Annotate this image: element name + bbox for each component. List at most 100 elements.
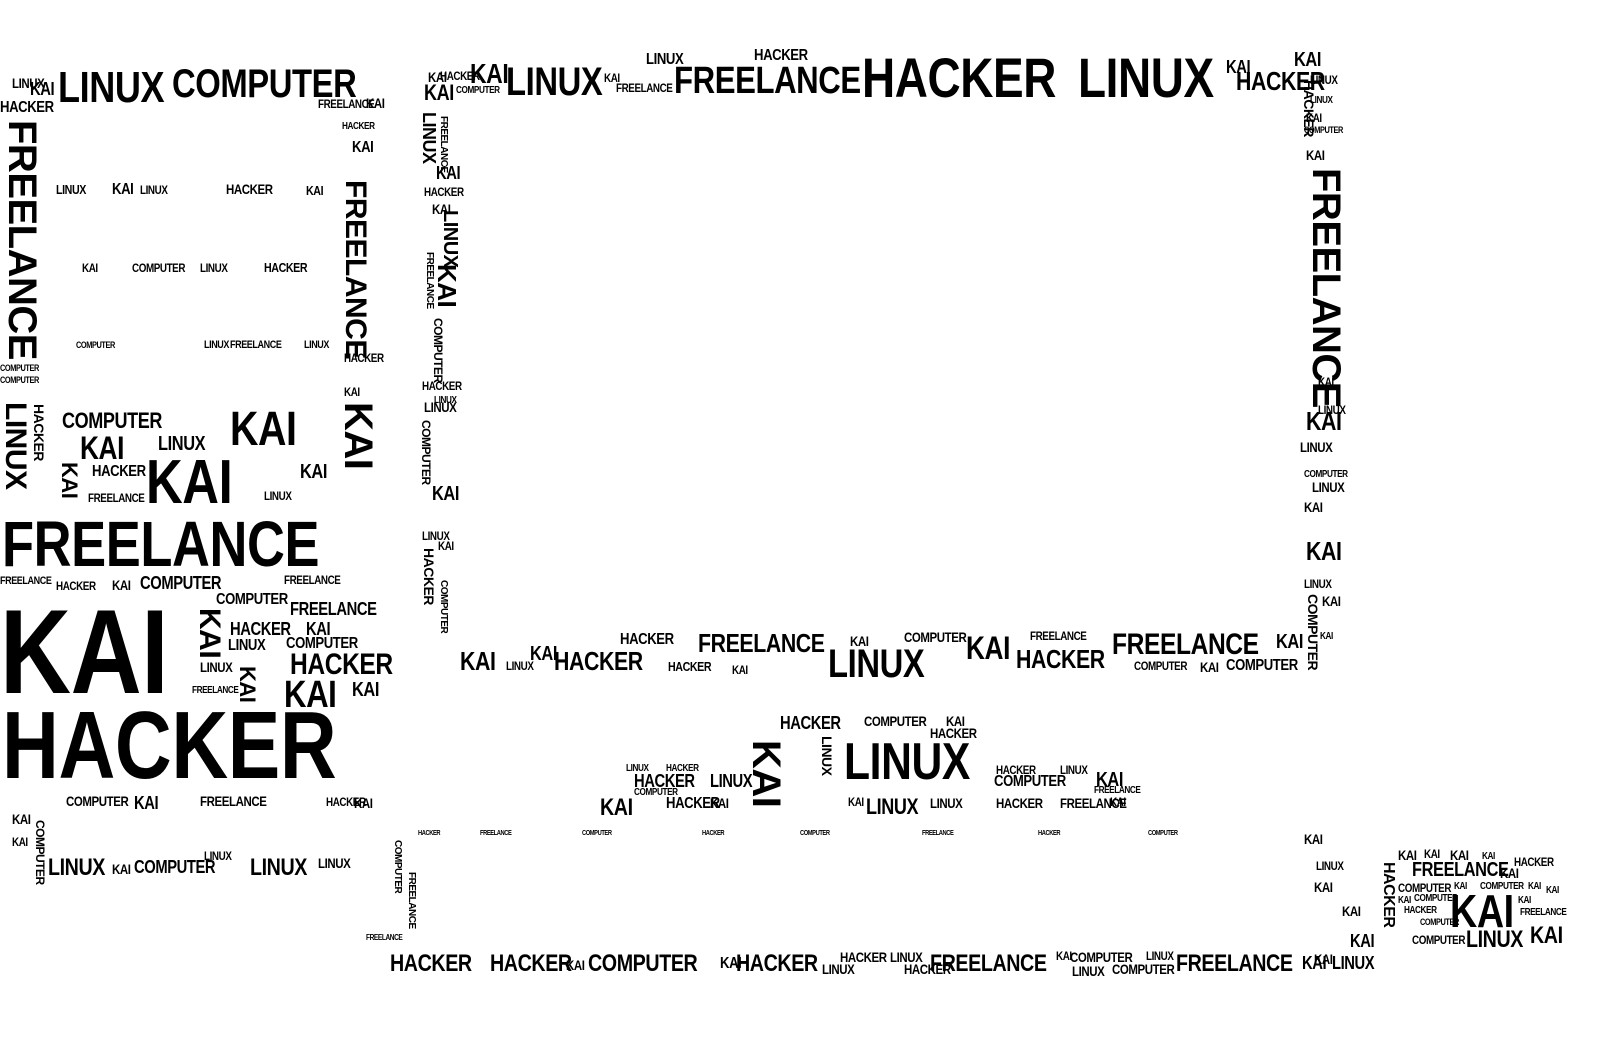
word-kai: KAI <box>1306 147 1325 163</box>
word-computer: COMPUTER <box>134 857 216 877</box>
word-hacker: HACKER <box>634 771 695 791</box>
word-computer-vertical: COMPUTER <box>419 420 433 485</box>
word-computer: COMPUTER <box>0 363 39 373</box>
word-hacker: HACKER <box>554 646 643 676</box>
word-linux: LINUX <box>56 182 86 197</box>
word-computer: COMPUTER <box>1148 830 1178 837</box>
word-linux: LINUX <box>506 659 534 673</box>
word-computer: COMPUTER <box>140 573 222 593</box>
word-computer-vertical: COMPUTER <box>1305 594 1321 671</box>
word-computer: COMPUTER <box>0 375 39 385</box>
word-kai: KAI <box>1398 895 1411 906</box>
word-kai: KAI <box>1424 847 1440 861</box>
word-linux: LINUX <box>204 849 232 863</box>
word-freelance-vertical: FREELANCE <box>424 252 435 309</box>
word-kai: KAI <box>1500 865 1519 881</box>
word-computer-vertical: COMPUTER <box>33 820 47 885</box>
word-computer: COMPUTER <box>1112 961 1175 977</box>
word-freelance: FREELANCE <box>284 573 341 587</box>
word-linux: LINUX <box>1304 577 1332 591</box>
word-linux: LINUX <box>434 395 457 406</box>
word-hacker: HACKER <box>930 725 977 741</box>
word-kai: KAI <box>1342 903 1361 919</box>
word-kai: KAI <box>306 183 324 198</box>
word-kai: KAI <box>424 80 454 105</box>
word-kai: KAI <box>0 585 169 719</box>
word-linux-vertical: LINUX <box>0 402 32 490</box>
word-kai: KAI <box>366 95 385 111</box>
word-hacker: HACKER <box>390 950 472 977</box>
word-freelance: FREELANCE <box>698 628 825 658</box>
word-kai: KAI <box>146 448 233 517</box>
word-linux: LINUX <box>264 489 292 503</box>
word-freelance-vertical: FREELANCE <box>438 116 449 173</box>
word-freelance: FREELANCE <box>1094 785 1141 796</box>
word-hacker: HACKER <box>264 260 308 275</box>
word-freelance-vertical: FREELANCE <box>339 180 372 359</box>
word-hacker: HACKER <box>904 961 951 977</box>
word-kai: KAI <box>112 861 131 877</box>
word-computer: COMPUTER <box>1412 933 1466 947</box>
word-kai: KAI <box>1350 931 1375 951</box>
word-kai: KAI <box>1318 375 1334 389</box>
word-freelance: FREELANCE <box>480 830 512 837</box>
word-linux: LINUX <box>844 733 970 791</box>
word-computer: COMPUTER <box>1134 659 1188 673</box>
word-kai: KAI <box>1314 951 1333 967</box>
word-hacker: HACKER <box>666 795 720 812</box>
word-kai: KAI <box>344 385 360 399</box>
word-linux: LINUX <box>422 529 450 543</box>
word-kai: KAI <box>1546 885 1559 896</box>
word-linux: LINUX <box>250 854 307 881</box>
word-computer: COMPUTER <box>1480 881 1524 892</box>
word-computer: COMPUTER <box>216 591 288 608</box>
word-hacker: HACKER <box>326 795 366 809</box>
word-linux: LINUX <box>1300 439 1333 455</box>
word-linux: LINUX <box>1312 479 1345 495</box>
word-kai: KAI <box>1294 49 1322 71</box>
word-computer: COMPUTER <box>1226 657 1298 674</box>
word-kai: KAI <box>1398 847 1417 863</box>
word-hacker: HACKER <box>1514 855 1554 869</box>
word-linux: LINUX <box>200 659 233 675</box>
word-freelance: FREELANCE <box>674 60 861 102</box>
word-kai: KAI <box>732 663 748 677</box>
word-hacker: HACKER <box>2 692 337 799</box>
word-kai-vertical: KAI <box>193 608 226 659</box>
word-freelance: FREELANCE <box>1520 907 1567 918</box>
word-linux: LINUX <box>424 399 457 415</box>
word-kai: KAI <box>1302 953 1327 973</box>
word-freelance: FREELANCE <box>230 339 282 351</box>
word-linux: LINUX <box>1332 953 1375 973</box>
word-kai: KAI <box>1096 769 1124 791</box>
word-linux-vertical: LINUX <box>439 210 461 268</box>
word-kai-vertical: KAI <box>432 264 462 308</box>
word-computer: COMPUTER <box>994 773 1066 790</box>
word-hacker: HACKER <box>1404 905 1437 916</box>
word-linux: LINUX <box>1146 949 1174 963</box>
word-hacker: HACKER <box>422 379 462 393</box>
word-kai: KAI <box>300 461 328 483</box>
word-kai: KAI <box>460 646 496 676</box>
word-computer: COMPUTER <box>66 793 129 809</box>
word-freelance-vertical: FREELANCE <box>1304 168 1348 408</box>
word-kai-vertical: KAI <box>235 666 260 703</box>
word-hacker: HACKER <box>862 46 1056 109</box>
word-linux: LINUX <box>204 339 230 351</box>
word-kai: KAI <box>284 674 337 716</box>
word-kai: KAI <box>604 71 620 85</box>
word-freelance-vertical: FREELANCE <box>0 120 44 360</box>
word-linux: LINUX <box>318 855 351 871</box>
word-kai: KAI <box>1530 922 1563 949</box>
word-kai: KAI <box>438 539 454 553</box>
word-hacker: HACKER <box>0 99 54 116</box>
word-kai: KAI <box>1306 536 1342 566</box>
word-kai: KAI <box>1304 499 1323 515</box>
word-kai: KAI <box>82 261 98 275</box>
word-hacker: HACKER <box>418 830 441 837</box>
word-kai: KAI <box>710 795 729 811</box>
word-linux: LINUX <box>58 63 165 112</box>
word-kai: KAI <box>1322 593 1341 609</box>
word-computer: COMPUTER <box>132 261 186 275</box>
